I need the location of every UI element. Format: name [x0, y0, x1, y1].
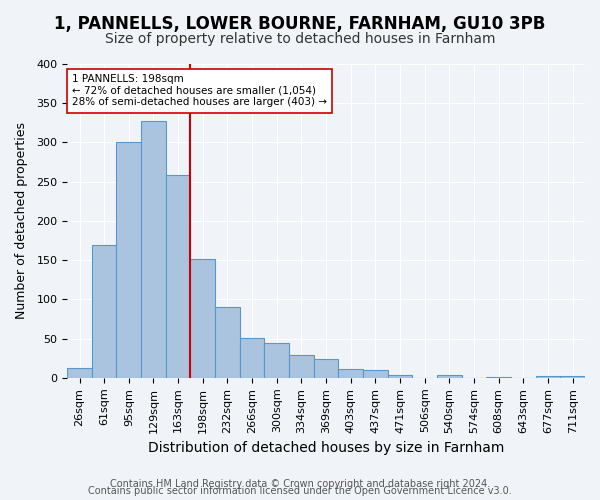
Bar — [289, 355, 314, 378]
Text: Contains HM Land Registry data © Crown copyright and database right 2024.: Contains HM Land Registry data © Crown c… — [110, 479, 490, 489]
Text: Contains public sector information licensed under the Open Government Licence v3: Contains public sector information licen… — [88, 486, 512, 496]
Bar — [536, 376, 560, 378]
Bar — [338, 370, 363, 378]
Text: Size of property relative to detached houses in Farnham: Size of property relative to detached ho… — [105, 32, 495, 46]
Bar — [437, 375, 462, 378]
Bar — [388, 375, 412, 378]
Bar — [314, 359, 338, 378]
Bar — [166, 176, 190, 378]
Bar — [67, 368, 92, 378]
Bar — [265, 344, 289, 378]
Text: 1 PANNELLS: 198sqm
← 72% of detached houses are smaller (1,054)
28% of semi-deta: 1 PANNELLS: 198sqm ← 72% of detached hou… — [72, 74, 327, 108]
Bar — [141, 120, 166, 378]
Bar — [215, 306, 240, 378]
X-axis label: Distribution of detached houses by size in Farnham: Distribution of detached houses by size … — [148, 441, 504, 455]
Bar — [116, 142, 141, 378]
Bar — [240, 338, 265, 378]
Bar — [363, 370, 388, 378]
Bar — [560, 376, 585, 378]
Bar — [92, 244, 116, 378]
Bar — [487, 377, 511, 378]
Y-axis label: Number of detached properties: Number of detached properties — [15, 122, 28, 320]
Text: 1, PANNELLS, LOWER BOURNE, FARNHAM, GU10 3PB: 1, PANNELLS, LOWER BOURNE, FARNHAM, GU10… — [55, 15, 545, 33]
Bar — [190, 258, 215, 378]
